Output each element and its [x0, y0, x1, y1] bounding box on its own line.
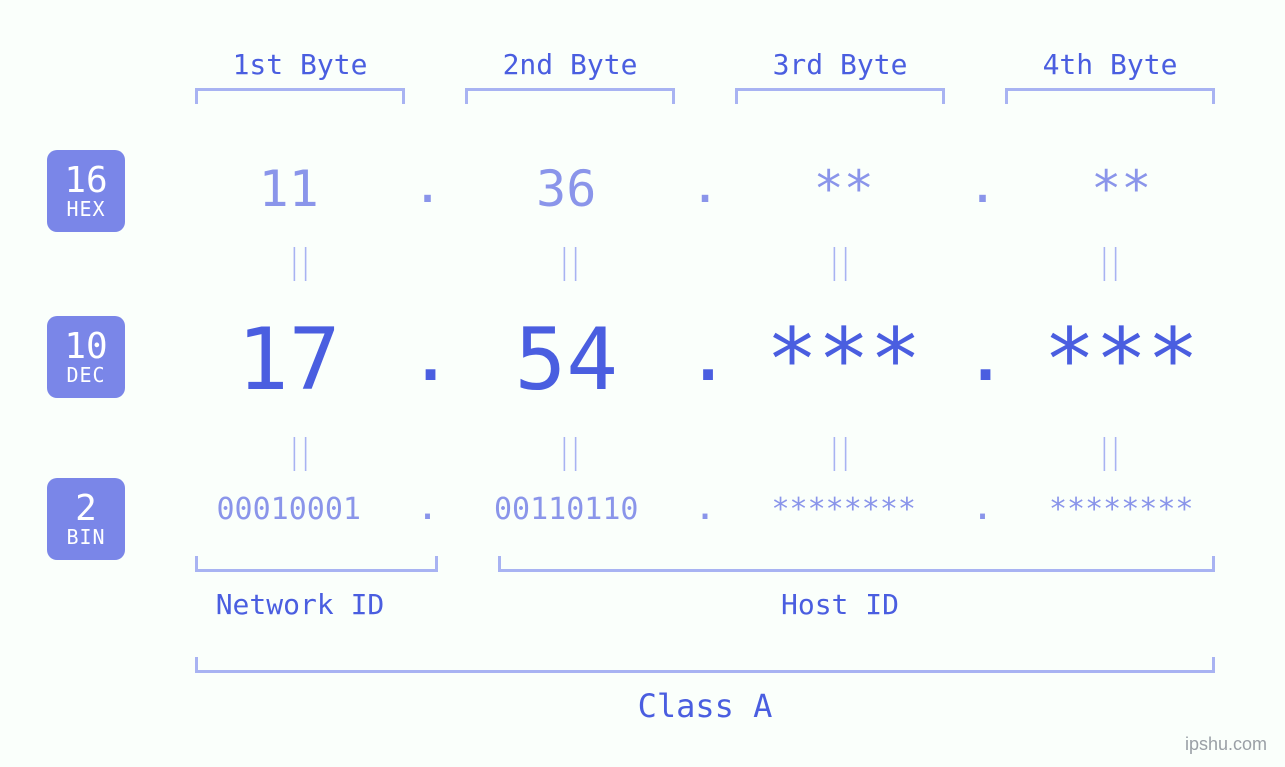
dec-badge: 10 DEC [47, 316, 125, 398]
dot-separator: . [413, 166, 443, 212]
hex-row: 11 . 36 . ** . ** [165, 160, 1245, 218]
bracket-icon [465, 88, 675, 104]
dot-separator: . [413, 325, 443, 395]
bin-byte-2: 00110110 [443, 492, 691, 527]
hex-base-label: HEX [66, 199, 105, 220]
equals-icon: || [496, 432, 645, 472]
byte-header-1: 1st Byte [165, 48, 435, 81]
hex-byte-3: ** [720, 160, 968, 218]
dec-byte-3: *** [720, 310, 968, 410]
bin-base-number: 2 [75, 490, 97, 528]
ip-diagram: 1st Byte 2nd Byte 3rd Byte 4th Byte 16 H… [0, 0, 1285, 767]
dec-byte-2: 54 [443, 310, 691, 410]
host-id-label: Host ID [435, 588, 1245, 621]
dot-separator: . [968, 492, 998, 527]
byte-header-4: 4th Byte [975, 48, 1245, 81]
bracket-icon [735, 88, 945, 104]
dot-separator: . [413, 492, 443, 527]
dot-separator: . [968, 325, 998, 395]
equals-row-2: || || || || [165, 432, 1245, 472]
class-bracket-wrap: Class A [165, 657, 1245, 725]
bin-byte-3: ******** [720, 492, 968, 527]
byte-headers-row: 1st Byte 2nd Byte 3rd Byte 4th Byte [165, 48, 1245, 81]
equals-icon: || [226, 242, 375, 282]
hex-byte-1: 11 [165, 160, 413, 218]
equals-icon: || [1036, 432, 1185, 472]
bracket-icon [195, 88, 405, 104]
dec-byte-4: *** [998, 310, 1246, 410]
byte-header-3: 3rd Byte [705, 48, 975, 81]
equals-icon: || [766, 432, 915, 472]
class-label: Class A [165, 687, 1245, 725]
bin-badge: 2 BIN [47, 478, 125, 560]
hex-base-number: 16 [64, 162, 107, 200]
bin-byte-1: 00010001 [165, 492, 413, 527]
bin-row: 00010001 . 00110110 . ******** . *******… [165, 492, 1245, 527]
dot-separator: . [690, 166, 720, 212]
hex-badge: 16 HEX [47, 150, 125, 232]
dec-row: 17 . 54 . *** . *** [165, 310, 1245, 410]
network-bracket-icon [195, 556, 438, 572]
dec-base-number: 10 [64, 328, 107, 366]
bracket-icon [1005, 88, 1215, 104]
equals-icon: || [226, 432, 375, 472]
byte-header-2: 2nd Byte [435, 48, 705, 81]
dec-base-label: DEC [66, 365, 105, 386]
equals-icon: || [1036, 242, 1185, 282]
dot-separator: . [690, 492, 720, 527]
watermark: ipshu.com [1185, 734, 1267, 755]
bin-base-label: BIN [66, 527, 105, 548]
network-host-brackets [165, 556, 1245, 574]
equals-icon: || [496, 242, 645, 282]
bottom-section: Network ID Host ID Class A [165, 556, 1245, 725]
dot-separator: . [968, 166, 998, 212]
class-bracket-icon [195, 657, 1215, 673]
hex-byte-2: 36 [443, 160, 691, 218]
network-id-label: Network ID [165, 588, 435, 621]
hex-byte-4: ** [998, 160, 1246, 218]
top-brackets [165, 88, 1245, 108]
dot-separator: . [690, 325, 720, 395]
bin-byte-4: ******** [998, 492, 1246, 527]
dec-byte-1: 17 [165, 310, 413, 410]
equals-row-1: || || || || [165, 242, 1245, 282]
host-bracket-icon [498, 556, 1215, 572]
equals-icon: || [766, 242, 915, 282]
network-host-labels: Network ID Host ID [165, 588, 1245, 621]
